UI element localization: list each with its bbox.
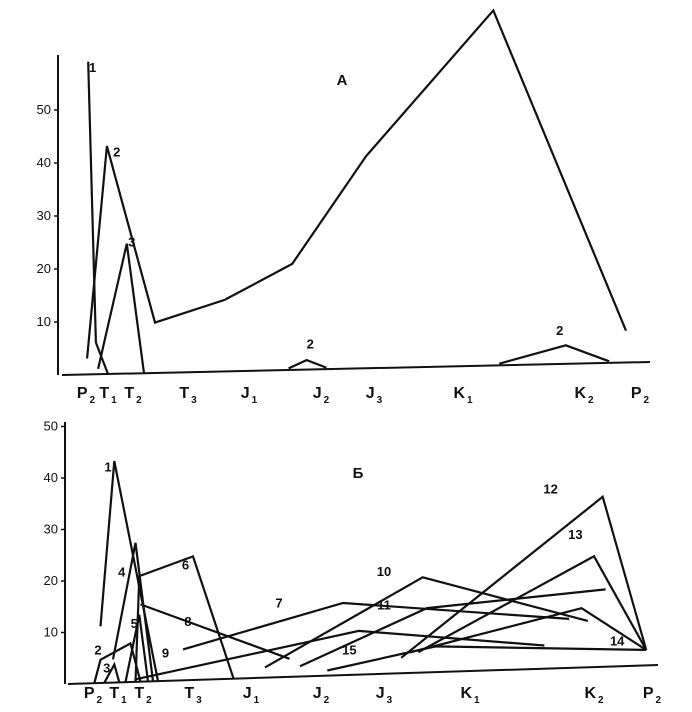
panel-title: А [337,72,348,89]
series-line-11 [299,588,606,668]
x-axis-b [67,664,659,685]
series-line-6 [134,554,235,682]
series-label: 12 [543,481,557,496]
series-label: 10 [377,564,391,579]
series-label: 7 [275,596,282,611]
series-label: 14 [610,634,625,649]
series-line-1 [87,61,110,375]
series-line-3 [103,661,121,684]
series-line-2 [288,358,327,370]
series-label: 13 [568,527,582,542]
series-label: 3 [128,234,135,249]
y-tick-label: 20 [37,261,51,276]
y-tick-label: 40 [44,470,58,485]
panel-title: Б [353,465,364,482]
series-label: 1 [89,60,96,75]
series-line-15 [327,645,647,672]
series-label: 5 [131,616,138,631]
series-label: 2 [113,144,120,159]
series-line-5 [124,614,150,683]
series-line-3 [97,243,146,374]
series-label: 4 [118,565,126,580]
series-label: 2 [94,643,101,658]
y-tick-label: 40 [37,155,51,170]
series-line-2 [499,344,610,365]
series-label: 2 [307,336,314,351]
y-tick-label: 50 [37,102,51,117]
series-line-4 [111,542,155,682]
y-tick-label: 10 [44,625,58,640]
series-line-10 [264,576,589,669]
y-tick-label: 20 [44,573,58,588]
series-line-8 [140,603,290,660]
x-axis-a [61,361,651,376]
y-tick-label: 30 [44,522,58,537]
series-label: 3 [103,660,110,675]
series-label: 15 [342,642,356,657]
series-label: 8 [184,614,191,629]
series-label: 6 [182,557,189,572]
series-label: 11 [377,597,391,612]
series-line-7 [182,601,570,651]
series-line-14 [409,607,647,654]
series-line-2 [86,8,628,359]
series-label: 1 [104,460,111,475]
series-line-13 [417,554,648,654]
series-line-12 [400,494,648,659]
y-tick-label: 10 [37,314,51,329]
y-tick-label: 50 [44,419,58,434]
series-line-9 [135,629,545,681]
series-label: 9 [162,646,169,661]
series-label: 2 [556,323,563,338]
y-tick-label: 30 [37,208,51,223]
